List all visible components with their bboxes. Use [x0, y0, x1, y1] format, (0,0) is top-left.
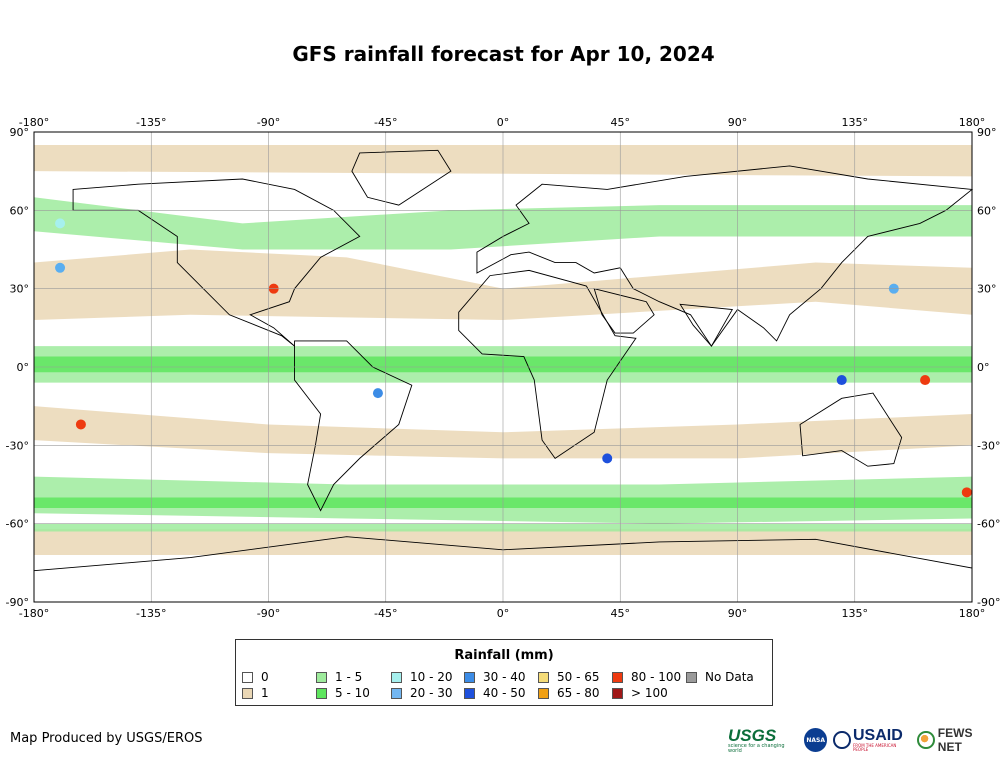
- legend-label: 0: [261, 670, 269, 684]
- legend-swatch: [464, 671, 475, 683]
- credit-text: Map Produced by USGS/EROS: [10, 731, 203, 746]
- lat-label-right: 0°: [977, 361, 990, 374]
- map-border: [33, 131, 973, 603]
- map-frame: -180° -180° -135° -135° -90° -90° -45° -45° 0° 0°…: [0, 110, 1007, 625]
- continent-africa: [458, 269, 637, 460]
- legend-label: No Data: [705, 670, 754, 684]
- rain-cell-3: [920, 375, 931, 386]
- lon-label-top: 180°: [959, 116, 986, 129]
- rain-cell-2: [961, 487, 972, 498]
- usaid-logo: USAID FROM THE AMERICAN PEOPLE: [833, 728, 911, 752]
- legend-item: 65 - 80: [538, 686, 600, 700]
- rain-cell-5: [836, 375, 847, 386]
- legend-item: 1: [242, 686, 269, 700]
- lon-label-top: 45°: [611, 116, 631, 129]
- legend-item: > 100: [612, 686, 668, 700]
- legend-item: 20 - 30: [391, 686, 453, 700]
- lon-label-top: 135°: [842, 116, 869, 129]
- lon-label-bottom: 135°: [842, 607, 869, 620]
- continent-australia: [799, 392, 903, 467]
- legend-item: No Data: [686, 670, 754, 684]
- lat-label-right: 60°: [977, 204, 997, 217]
- lat-label-right: -60°: [977, 518, 1000, 531]
- legend-swatch: [242, 687, 253, 699]
- legend-swatch: [612, 687, 623, 699]
- lat-label-right: 30°: [977, 283, 997, 296]
- continent-north-america: [72, 178, 361, 347]
- legend-label: 20 - 30: [410, 686, 453, 700]
- lat-label-left: 30°: [10, 283, 30, 296]
- legend-item: 5 - 10: [316, 686, 370, 700]
- nasa-logo: NASA: [804, 728, 828, 752]
- legend-swatch: [686, 671, 697, 683]
- legend-label: 1: [261, 686, 269, 700]
- globe-icon: [917, 731, 935, 749]
- lat-label-right: -30°: [977, 439, 1000, 452]
- legend-label: 5 - 10: [335, 686, 370, 700]
- lon-label-top: -135°: [136, 116, 166, 129]
- legend-item: 80 - 100: [612, 670, 681, 684]
- legend-label: 80 - 100: [631, 670, 682, 684]
- lon-label-bottom: 90°: [728, 607, 748, 620]
- lon-label-top: -180°: [19, 116, 49, 129]
- fewsnet-logo: FEWS NET: [917, 726, 998, 754]
- legend-title: Rainfall (mm): [454, 648, 554, 663]
- lat-label-right: -90°: [977, 596, 1000, 609]
- legend-item: 0: [242, 670, 269, 684]
- lon-label-bottom: -90°: [257, 607, 280, 620]
- rain-cell-8: [55, 262, 66, 273]
- legend-item: 30 - 40: [464, 670, 526, 684]
- lon-label-top: 90°: [728, 116, 748, 129]
- lat-label-left: -90°: [6, 596, 29, 609]
- legend-item: 50 - 65: [538, 670, 600, 684]
- legend: Rainfall (mm) 0 1 1 - 5 5 - 10 10 - 20 20 - 3…: [235, 639, 773, 706]
- legend-swatch: [464, 687, 475, 699]
- continent-india: [679, 303, 734, 347]
- legend-swatch: [242, 671, 253, 683]
- legend-swatch: [316, 671, 327, 683]
- lon-label-top: -90°: [257, 116, 280, 129]
- legend-item: 10 - 20: [391, 670, 453, 684]
- lon-label-bottom: -45°: [374, 607, 397, 620]
- legend-label: 65 - 80: [557, 686, 600, 700]
- continent-greenland: [351, 149, 452, 206]
- lon-label-bottom: 180°: [959, 607, 986, 620]
- lon-label-bottom: -180°: [19, 607, 49, 620]
- legend-item: 40 - 50: [464, 686, 526, 700]
- lon-label-bottom: -135°: [136, 607, 166, 620]
- rain-cell-9: [55, 218, 66, 229]
- lon-label-top: -45°: [374, 116, 397, 129]
- rain-cell-4: [602, 453, 613, 464]
- legend-label: > 100: [631, 686, 668, 700]
- lon-label-bottom: 0°: [497, 607, 510, 620]
- rain-cell-1: [75, 419, 86, 430]
- lat-label-left: 90°: [10, 126, 30, 139]
- lat-label-left: 60°: [10, 204, 30, 217]
- legend-label: 40 - 50: [483, 686, 526, 700]
- legend-swatch: [391, 687, 402, 699]
- lat-label-left: 0°: [17, 361, 30, 374]
- legend-label: 30 - 40: [483, 670, 526, 684]
- legend-swatch: [391, 671, 402, 683]
- usgs-logo: USGS science for a changing world: [728, 725, 785, 754]
- rain-cell-6: [372, 388, 383, 399]
- legend-swatch: [538, 687, 549, 699]
- continent-arabia: [593, 288, 655, 334]
- legend-label: 10 - 20: [410, 670, 453, 684]
- lon-label-bottom: 45°: [611, 607, 631, 620]
- lat-label-left: -30°: [6, 439, 29, 452]
- rainfall-map: -180° -180° -135° -135° -90° -90° -45° -45° 0° 0°…: [6, 116, 1001, 620]
- usaid-seal-icon: [833, 731, 851, 749]
- lat-label-right: 90°: [977, 126, 997, 139]
- map-title: GFS rainfall forecast for Apr 10, 2024: [292, 42, 715, 66]
- lat-label-left: -60°: [6, 518, 29, 531]
- legend-swatch: [612, 671, 623, 683]
- legend-swatch: [316, 687, 327, 699]
- lon-label-top: 0°: [497, 116, 510, 129]
- legend-label: 50 - 65: [557, 670, 600, 684]
- legend-item: 1 - 5: [316, 670, 362, 684]
- legend-swatch: [538, 671, 549, 683]
- legend-label: 1 - 5: [335, 670, 363, 684]
- logo-strip: USGS science for a changing world NASA U…: [728, 725, 998, 754]
